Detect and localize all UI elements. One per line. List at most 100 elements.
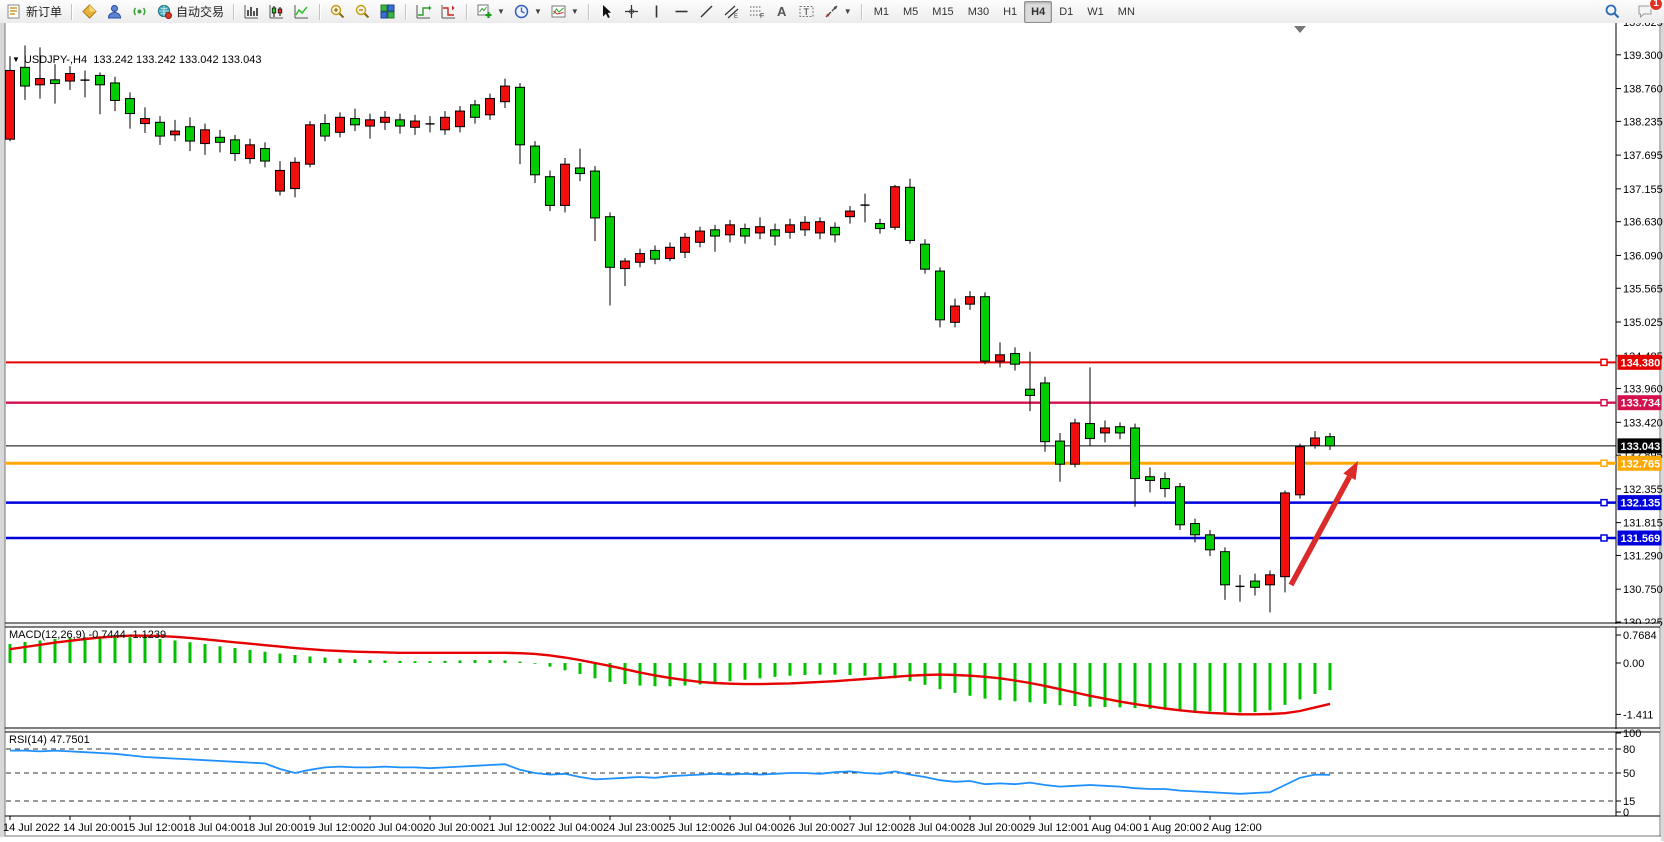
svg-text:22 Jul 04:00: 22 Jul 04:00 bbox=[543, 822, 603, 834]
svg-text:26 Jul 20:00: 26 Jul 20:00 bbox=[783, 822, 843, 834]
svg-text:T: T bbox=[803, 7, 809, 17]
timeframe-M30[interactable]: M30 bbox=[967, 5, 990, 18]
macd-indicator-label: MACD(12,26,9) -0.7444 -1.1239 bbox=[9, 629, 167, 641]
toolbar-btn-tester-right[interactable] bbox=[436, 1, 461, 23]
timeframe-M15[interactable]: M15 bbox=[932, 5, 954, 18]
toolbar-btn-chart-candles[interactable] bbox=[264, 1, 289, 23]
timeframe-W1[interactable]: W1 bbox=[1087, 5, 1104, 18]
svg-text:138.235: 138.235 bbox=[1623, 116, 1663, 128]
toolbar-btn-crosshair[interactable] bbox=[619, 1, 644, 23]
svg-text:1 Aug 20:00: 1 Aug 20:00 bbox=[1143, 822, 1202, 834]
toolbar-separator bbox=[319, 3, 321, 20]
toolbar-btn-chart-line[interactable] bbox=[289, 1, 314, 23]
macd-signal-line bbox=[9, 634, 1331, 716]
toolbar-btn-text[interactable]: A bbox=[769, 1, 794, 23]
toolbar-btn-timeframes-clock[interactable]: ▼ bbox=[509, 1, 546, 23]
toolbar: 新订单 自动交易 ▼ ▼ ▼ E F A T ▼ M1 M5 M15 M30 H1 H4 D1 W1 MN 1 bbox=[0, 0, 1664, 24]
rsi-line bbox=[10, 749, 1331, 795]
zoom-in-icon bbox=[329, 3, 346, 20]
cursor-icon bbox=[598, 3, 615, 20]
horizontal-line-icon bbox=[673, 3, 690, 20]
toolbar-btn-horizontal-line[interactable] bbox=[669, 1, 694, 23]
toolbar-btn-label: 新订单 bbox=[26, 5, 63, 19]
toolbar-btn-shapes[interactable]: ▼ bbox=[819, 1, 856, 23]
timeframe-H4[interactable]: H4 bbox=[1024, 0, 1053, 23]
timeframe-H1[interactable]: H1 bbox=[1003, 5, 1018, 18]
svg-text:14 Jul 2022: 14 Jul 2022 bbox=[3, 822, 60, 834]
svg-text:28 Jul 04:00: 28 Jul 04:00 bbox=[903, 822, 963, 834]
toolbar-btn-zoom-in[interactable] bbox=[325, 1, 350, 23]
symbol-title: USDJPY-,H4 bbox=[23, 54, 88, 66]
svg-text:21 Jul 12:00: 21 Jul 12:00 bbox=[483, 822, 543, 834]
toolbar-btn-chat[interactable]: 1 bbox=[1633, 0, 1663, 22]
chevron-down-icon: ▼ bbox=[570, 7, 579, 16]
timeframe-M5[interactable]: M5 bbox=[903, 5, 919, 18]
toolbar-btn-tester-left[interactable] bbox=[411, 1, 436, 23]
svg-text:18 Jul 20:00: 18 Jul 20:00 bbox=[243, 822, 303, 834]
macd-pane: 0.7684 0.00 -1.411 bbox=[8, 630, 1657, 721]
toolbar-btn-vertical-line[interactable] bbox=[644, 1, 669, 23]
chart-title-overlay: ▼ USDJPY-,H4 133.242 133.242 133.042 133.… bbox=[12, 54, 261, 66]
svg-text:136.630: 136.630 bbox=[1623, 217, 1663, 229]
toolbar-btn-add-indicator[interactable]: ▼ bbox=[472, 1, 509, 23]
toolbar-btn-chart-template[interactable]: ▼ bbox=[546, 1, 583, 23]
svg-text:132.355: 132.355 bbox=[1623, 484, 1663, 496]
timeframe-D1[interactable]: D1 bbox=[1059, 5, 1074, 18]
toolbar-btn-zoom-out[interactable] bbox=[350, 1, 375, 23]
chevron-down-icon[interactable]: ▼ bbox=[12, 55, 20, 64]
svg-text:0.7684: 0.7684 bbox=[1623, 630, 1657, 642]
macd-histogram bbox=[8, 636, 1332, 713]
svg-text:20 Jul 20:00: 20 Jul 20:00 bbox=[423, 822, 483, 834]
svg-text:F: F bbox=[760, 13, 764, 20]
horizontal-lines[interactable] bbox=[6, 358, 1616, 542]
toolbar-btn-signal[interactable] bbox=[127, 1, 152, 23]
market-watch-person-icon bbox=[106, 3, 123, 20]
svg-text:28 Jul 20:00: 28 Jul 20:00 bbox=[963, 822, 1023, 834]
autotrade-globe-icon bbox=[156, 3, 173, 20]
channel-icon: E bbox=[723, 3, 740, 20]
svg-text:20 Jul 04:00: 20 Jul 04:00 bbox=[363, 822, 423, 834]
toolbar-btn-order-ticket[interactable]: 新订单 bbox=[2, 1, 66, 23]
chart-template-icon bbox=[550, 3, 567, 20]
chevron-down-icon: ▼ bbox=[843, 7, 852, 16]
toolbar-btn-label: 自动交易 bbox=[176, 5, 225, 19]
timeframe-M1[interactable]: M1 bbox=[873, 5, 889, 18]
toolbar-btn-gold-diamond[interactable] bbox=[77, 1, 102, 23]
chart-candles-icon bbox=[268, 3, 285, 20]
time-axis: 14 Jul 2022 14 Jul 20:00 15 Jul 12:00 18 Ju… bbox=[3, 816, 1262, 834]
toolbar-btn-fibonacci[interactable]: F bbox=[744, 1, 769, 23]
toolbar-btn-channel[interactable]: E bbox=[719, 1, 744, 23]
toolbar-btn-autotrade-globe[interactable]: 自动交易 bbox=[152, 1, 228, 23]
toolbar-btn-market-watch-person[interactable] bbox=[102, 1, 127, 23]
toolbar-separator bbox=[860, 3, 862, 20]
tester-right-icon bbox=[440, 3, 457, 20]
trend-arrow[interactable] bbox=[1288, 461, 1358, 587]
toolbar-btn-cursor[interactable] bbox=[594, 1, 619, 23]
svg-text:-1.411: -1.411 bbox=[1623, 709, 1653, 721]
svg-text:29 Jul 12:00: 29 Jul 12:00 bbox=[1023, 822, 1083, 834]
text-icon: A bbox=[773, 3, 790, 20]
svg-text:133.960: 133.960 bbox=[1623, 384, 1663, 396]
svg-text:A: A bbox=[777, 4, 787, 19]
svg-text:80: 80 bbox=[1623, 744, 1635, 756]
svg-text:0.00: 0.00 bbox=[1623, 658, 1644, 670]
chevron-down-icon: ▼ bbox=[533, 7, 542, 16]
chart-shift-marker[interactable] bbox=[1294, 26, 1306, 33]
toolbar-btn-trend-line[interactable] bbox=[694, 1, 719, 23]
svg-text:50: 50 bbox=[1623, 768, 1635, 780]
trend-line-icon bbox=[698, 3, 715, 20]
toolbar-btn-text-label[interactable]: T bbox=[794, 1, 819, 23]
toolbar-separator bbox=[233, 3, 235, 20]
toolbar-separator bbox=[466, 3, 468, 20]
svg-text:15 Jul 12:00: 15 Jul 12:00 bbox=[123, 822, 183, 834]
timeframe-MN[interactable]: MN bbox=[1117, 5, 1135, 18]
vertical-line-icon bbox=[648, 3, 665, 20]
timeframes-clock-icon bbox=[513, 3, 530, 20]
toolbar-btn-tile-windows[interactable] bbox=[375, 1, 400, 23]
toolbar-btn-search[interactable] bbox=[1600, 0, 1625, 22]
toolbar-btn-chart-bars[interactable] bbox=[239, 1, 264, 23]
tile-windows-icon bbox=[379, 3, 396, 20]
